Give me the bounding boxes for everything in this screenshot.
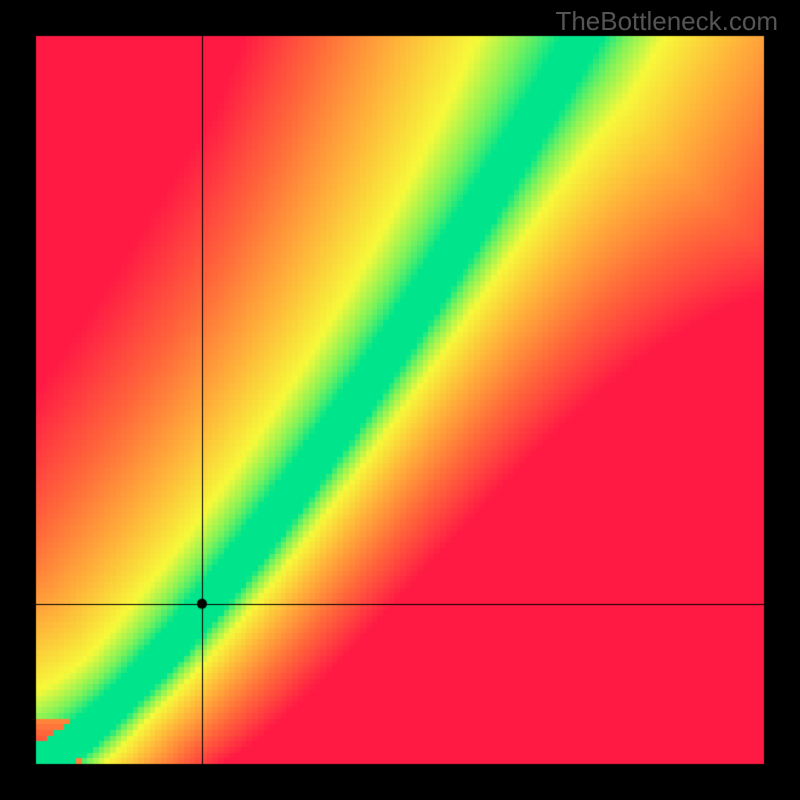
source-watermark: TheBottleneck.com [555,6,778,37]
chart-container: TheBottleneck.com [0,0,800,800]
bottleneck-heatmap [0,0,800,800]
